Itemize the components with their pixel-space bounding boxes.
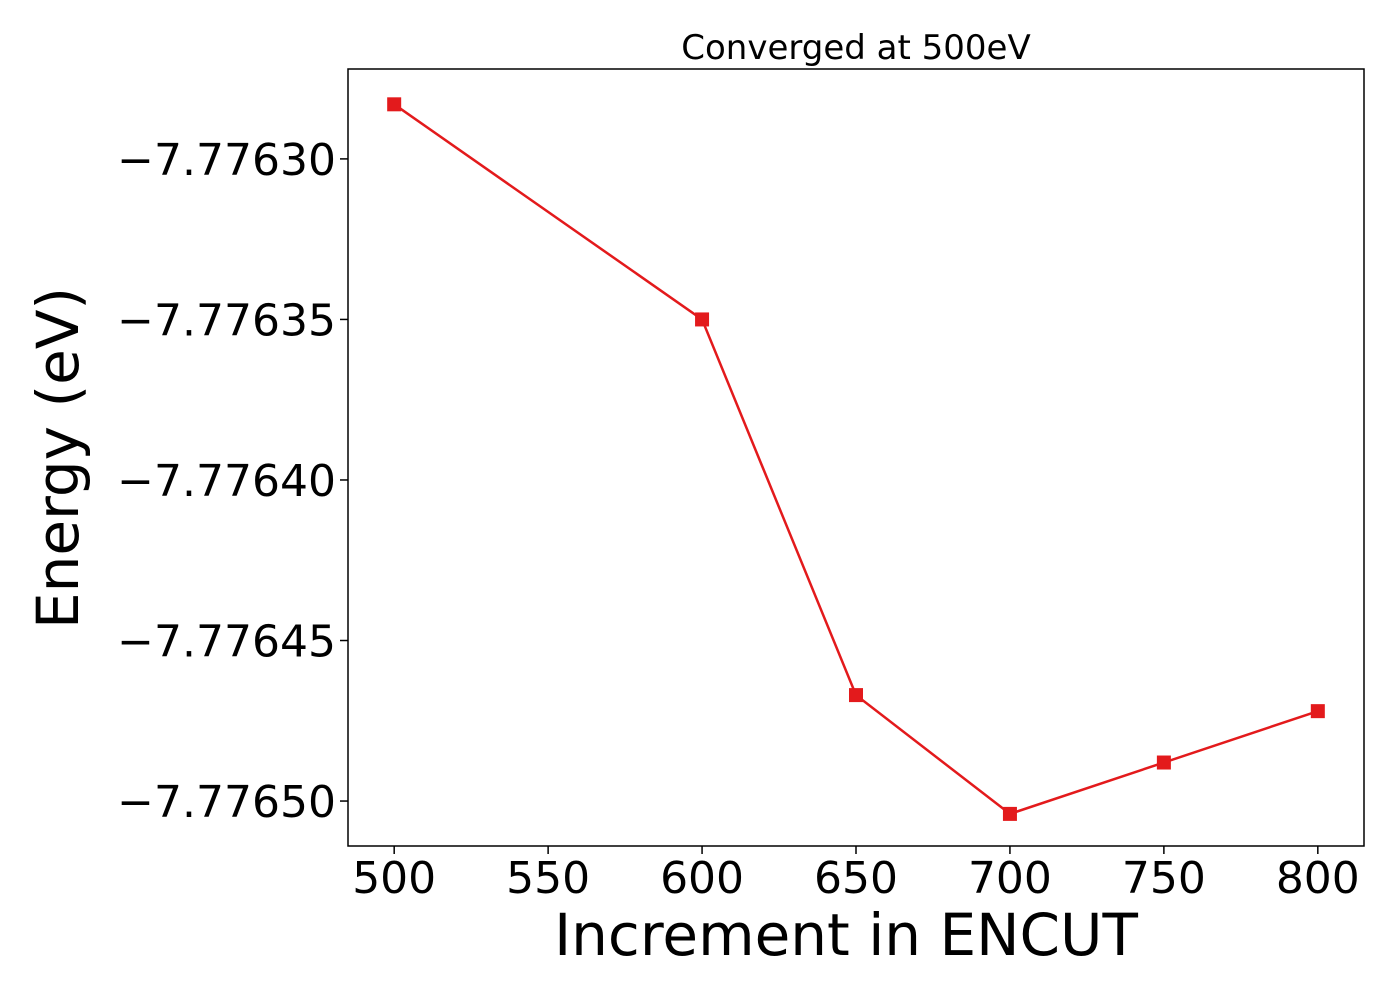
x-axis-title: Increment in ENCUT <box>554 901 1138 969</box>
y-tick-label: −7.77650 <box>117 777 336 828</box>
data-point-marker <box>1002 806 1017 821</box>
plot-area-frame <box>347 68 1365 847</box>
y-tick-label: −7.77645 <box>117 617 336 668</box>
x-tick-label: 700 <box>968 853 1052 904</box>
y-axis-title: Energy (eV) <box>24 287 92 629</box>
y-tick-label: −7.77640 <box>117 456 336 507</box>
data-point-marker <box>695 312 710 327</box>
x-tick-label: 500 <box>352 853 436 904</box>
x-tick-label: 800 <box>1276 853 1360 904</box>
x-tick-label: 600 <box>660 853 744 904</box>
series-group <box>387 97 1325 821</box>
x-tick-label: 550 <box>506 853 590 904</box>
chart-title: Converged at 500eV <box>681 28 1030 68</box>
data-point-marker <box>1310 704 1325 719</box>
series-line <box>393 103 1319 816</box>
y-axis: −7.77630 −7.77635 −7.77640 −7.77645 −7.77650 <box>117 135 348 828</box>
y-tick-label: −7.77630 <box>117 135 336 186</box>
x-tick-label: 650 <box>814 853 898 904</box>
x-axis: 500 550 600 650 700 750 800 <box>352 846 1360 904</box>
y-tick-label: −7.77635 <box>117 295 336 346</box>
data-point-marker <box>387 97 402 112</box>
data-point-marker <box>1156 755 1171 770</box>
x-tick-label: 750 <box>1122 853 1206 904</box>
data-point-marker <box>849 688 863 703</box>
